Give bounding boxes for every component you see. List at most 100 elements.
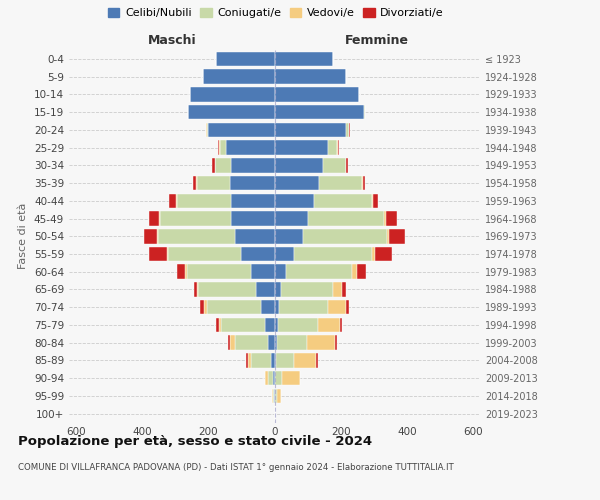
Bar [277,336,307,350]
Bar [232,158,275,172]
Bar [273,371,275,386]
Bar [384,211,386,226]
Bar [280,300,328,314]
Bar [219,318,221,332]
Bar [275,300,280,314]
Bar [275,264,286,279]
Bar [215,318,219,332]
Bar [265,371,268,386]
Bar [323,158,346,172]
Bar [265,318,275,332]
Bar [275,176,319,190]
Bar [389,229,406,244]
Bar [346,158,348,172]
Bar [185,264,187,279]
Bar [386,211,397,226]
Bar [275,122,346,137]
Bar [176,194,177,208]
Bar [206,300,261,314]
Text: COMUNE DI VILLAFRANCA PADOVANA (PD) - Dati ISTAT 1° gennaio 2024 - Elaborazione : COMUNE DI VILLAFRANCA PADOVANA (PD) - Da… [18,462,454,471]
Bar [218,140,220,155]
Bar [275,194,314,208]
Bar [193,176,196,190]
Bar [349,122,350,137]
Bar [275,70,346,84]
Bar [343,282,346,296]
Legend: Celibi/Nubili, Coniugati/e, Vedovi/e, Divorziati/e: Celibi/Nubili, Coniugati/e, Vedovi/e, Di… [104,3,448,22]
Bar [375,246,392,262]
Bar [212,158,215,172]
Bar [274,388,275,403]
Text: Maschi: Maschi [148,34,196,48]
Bar [169,246,241,262]
Bar [286,264,352,279]
Bar [275,52,332,66]
Bar [281,282,332,296]
Bar [308,211,384,226]
Bar [230,176,275,190]
Bar [187,264,251,279]
Bar [200,300,204,314]
Bar [230,336,235,350]
Bar [198,282,256,296]
Bar [316,353,317,368]
Bar [261,300,275,314]
Bar [177,194,232,208]
Bar [197,176,230,190]
Bar [268,336,275,350]
Bar [335,336,337,350]
Bar [158,229,235,244]
Bar [275,211,308,226]
Bar [352,264,358,279]
Bar [362,176,365,190]
Bar [247,353,248,368]
Bar [235,336,268,350]
Bar [346,122,349,137]
Bar [177,264,185,279]
Bar [295,246,372,262]
Bar [226,140,275,155]
Bar [248,353,251,368]
Bar [241,246,275,262]
Bar [190,87,275,102]
Bar [364,105,365,120]
Bar [275,388,277,403]
Bar [319,176,362,190]
Bar [387,229,389,244]
Bar [314,194,372,208]
Bar [373,194,378,208]
Bar [159,211,160,226]
Bar [268,371,273,386]
Bar [251,264,275,279]
Bar [149,246,167,262]
Bar [232,211,275,226]
Bar [144,229,157,244]
Bar [295,353,316,368]
Bar [275,318,278,332]
Bar [149,211,159,226]
Bar [328,140,337,155]
Bar [206,122,208,137]
Bar [346,300,349,314]
Bar [271,353,275,368]
Bar [235,229,275,244]
Bar [278,318,318,332]
Bar [307,336,335,350]
Bar [358,264,365,279]
Bar [275,336,277,350]
Bar [275,246,295,262]
Bar [282,371,301,386]
Bar [272,388,273,403]
Bar [372,246,375,262]
Bar [204,300,206,314]
Bar [275,140,328,155]
Bar [215,158,232,172]
Y-axis label: Fasce di età: Fasce di età [19,203,28,270]
Bar [332,282,343,296]
Bar [275,353,276,368]
Bar [167,246,169,262]
Bar [338,140,339,155]
Bar [275,87,359,102]
Bar [217,52,275,66]
Bar [203,70,275,84]
